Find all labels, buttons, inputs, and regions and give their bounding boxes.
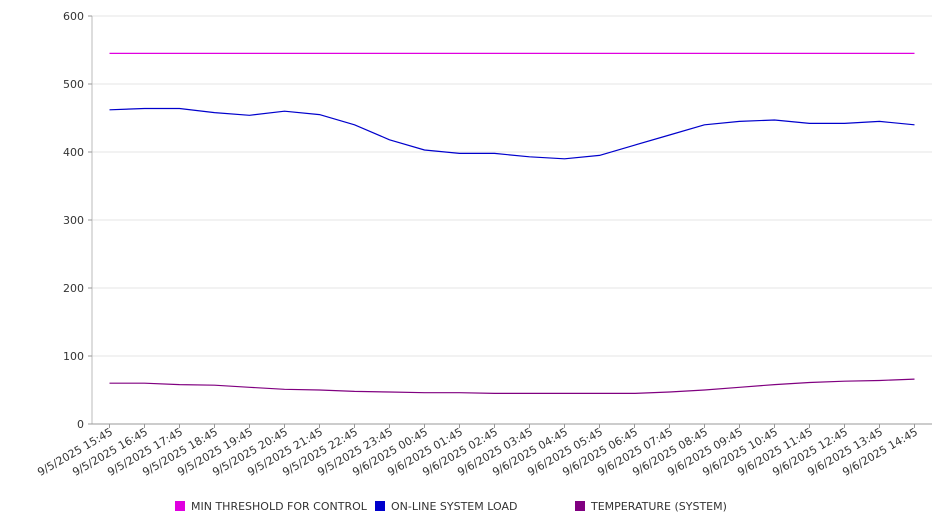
legend-swatch [175,501,185,511]
legend-swatch [375,501,385,511]
y-tick-label: 0 [77,418,84,431]
legend-label: TEMPERATURE (SYSTEM) [591,499,727,513]
y-tick-label: 200 [63,282,84,295]
legend-label: MIN THRESHOLD FOR CONTROL [191,499,367,513]
legend-item-temperature: TEMPERATURE (SYSTEM) [575,499,727,513]
y-axis-ticks: 0 100 200 300 400 500 600 [63,10,92,431]
series-lines [109,52,915,394]
legend-label: ON-LINE SYSTEM LOAD [391,499,518,513]
series-line-on-line-system-load [109,107,915,160]
legend-item-system-load: ON-LINE SYSTEM LOAD [375,499,517,513]
legend-swatch [575,501,585,511]
y-tick-label: 100 [63,350,84,363]
y-tick-label: 600 [63,10,84,23]
y-tick-label: 500 [63,78,84,91]
series-line-temperature-system [109,378,915,394]
gridlines [92,15,932,425]
legend-item-min-threshold: MIN THRESHOLD FOR CONTROL [175,499,367,513]
y-tick-label: 300 [63,214,84,227]
y-tick-label: 400 [63,146,84,159]
x-axis-ticks: 9/5/2025 15:459/5/2025 16:459/5/2025 17:… [35,424,920,479]
